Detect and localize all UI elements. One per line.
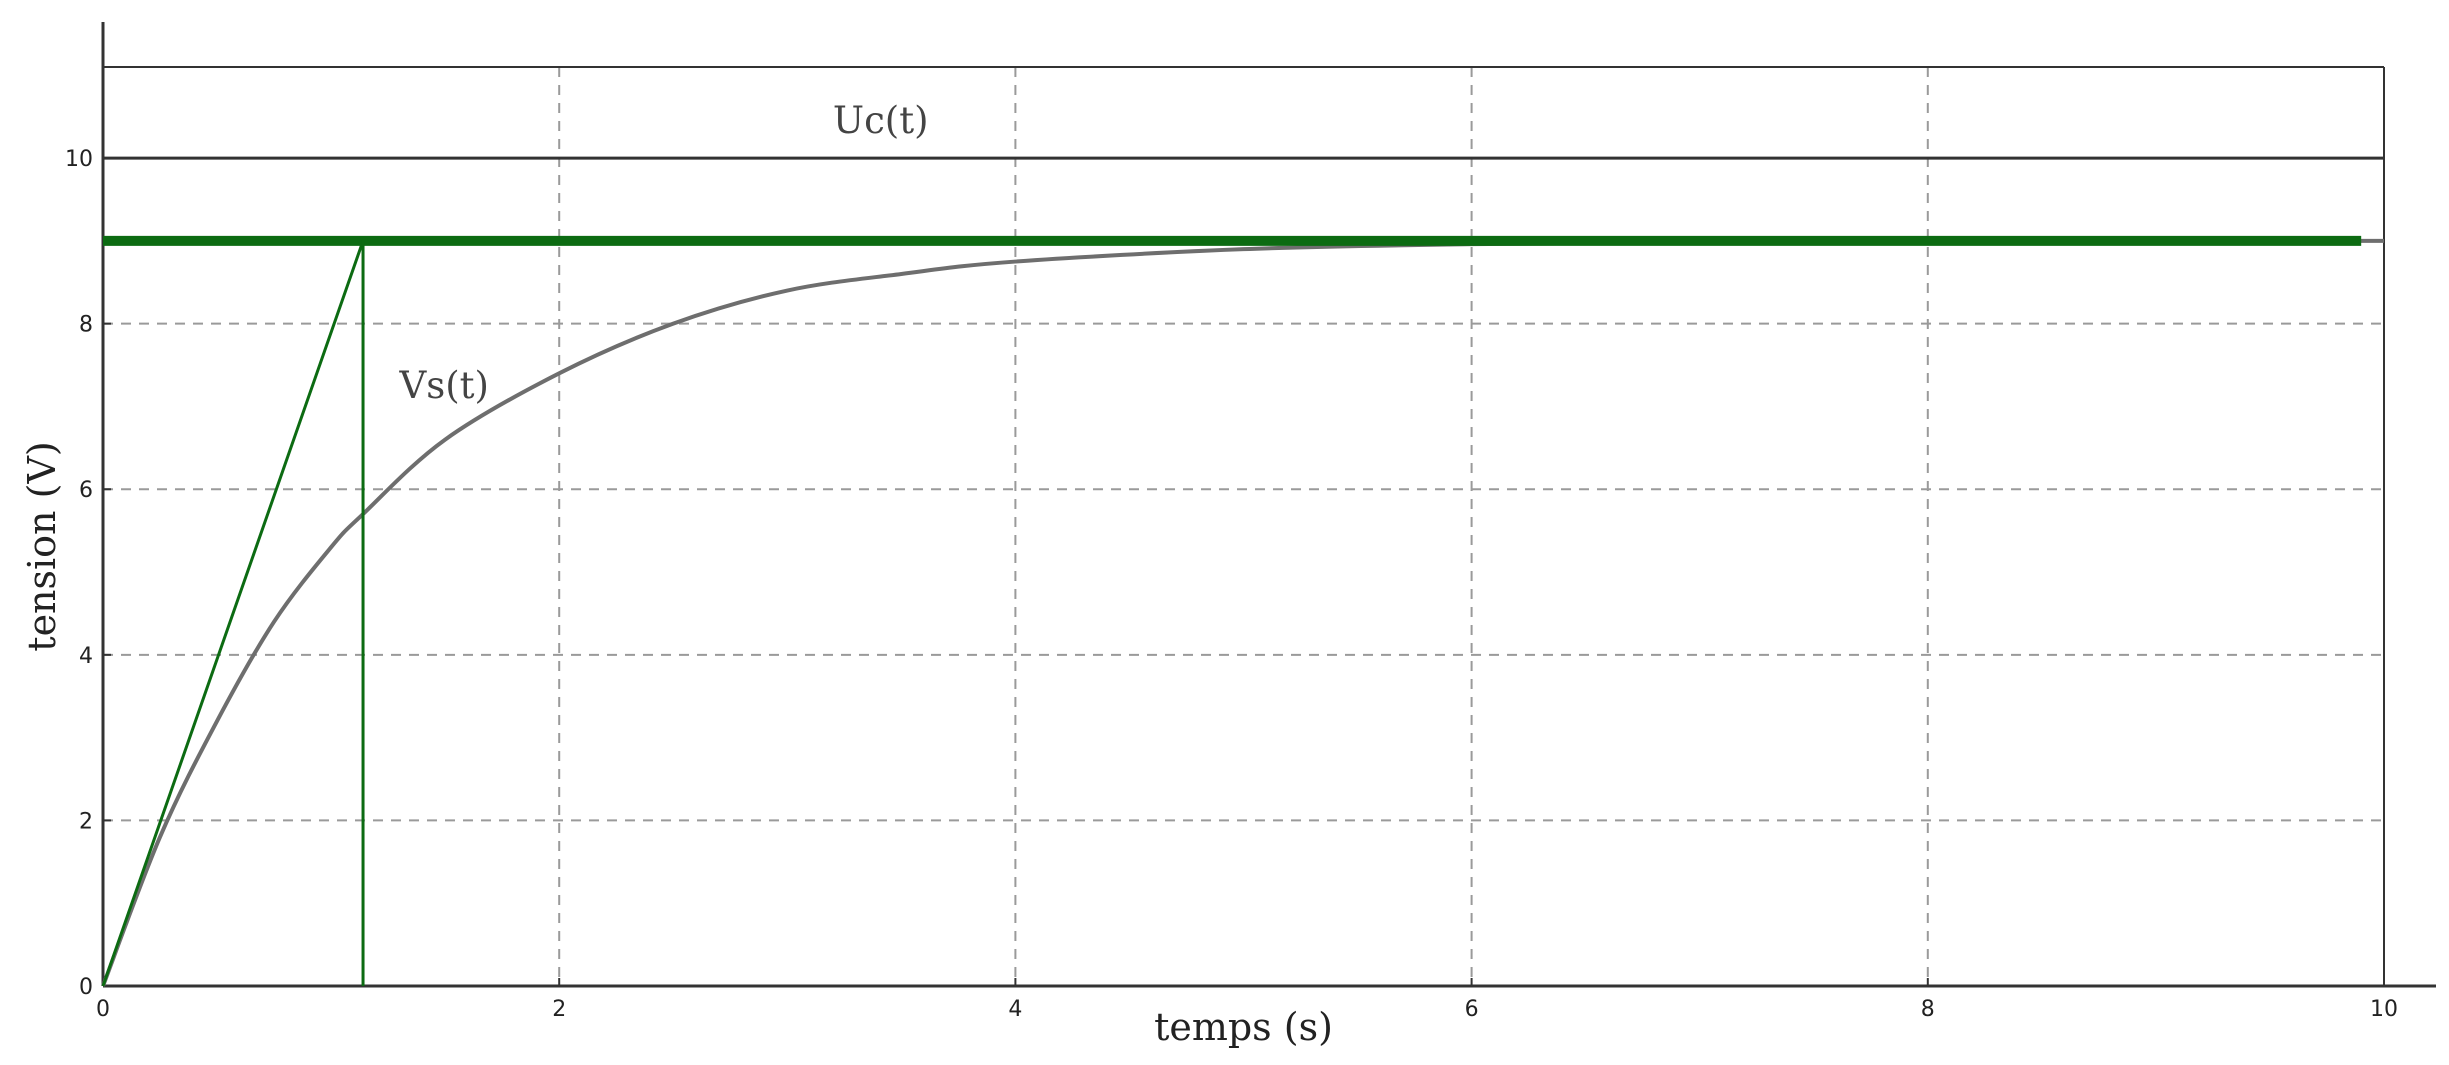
series-annotation: Vs(t): [399, 364, 489, 407]
axes-layer: [101, 22, 2436, 988]
y-tick-label: 10: [65, 147, 93, 172]
y-tick-label: 8: [79, 313, 93, 338]
x-tick-label: 4: [1008, 997, 1022, 1022]
y-tick-label: 4: [79, 644, 93, 669]
grid-layer: [103, 67, 2385, 986]
x-tick-label: 2: [552, 997, 566, 1022]
x-tick-label: 6: [1465, 997, 1479, 1022]
series-layer: [101, 156, 2385, 987]
y-tick-label: 2: [79, 809, 93, 834]
y-tick-label: 0: [79, 975, 93, 1000]
x-tick-label: 8: [1921, 997, 1935, 1022]
vs-t-line: [101, 238, 2385, 987]
tangent-at-origin-line: [101, 240, 365, 987]
y-tick-label: 6: [79, 478, 93, 503]
x-axis-title: temps (s): [1154, 1005, 1333, 1049]
y-axis-title: tension (V): [20, 441, 64, 651]
x-tick-label: 10: [2370, 997, 2398, 1022]
labels-layer: 0 2 4 6 8 10 0 2 4 6 8 10 Uc(t) Vs(t): [65, 99, 2398, 1022]
x-tick-label: 0: [96, 997, 110, 1022]
series-annotation: Uc(t): [833, 99, 929, 142]
